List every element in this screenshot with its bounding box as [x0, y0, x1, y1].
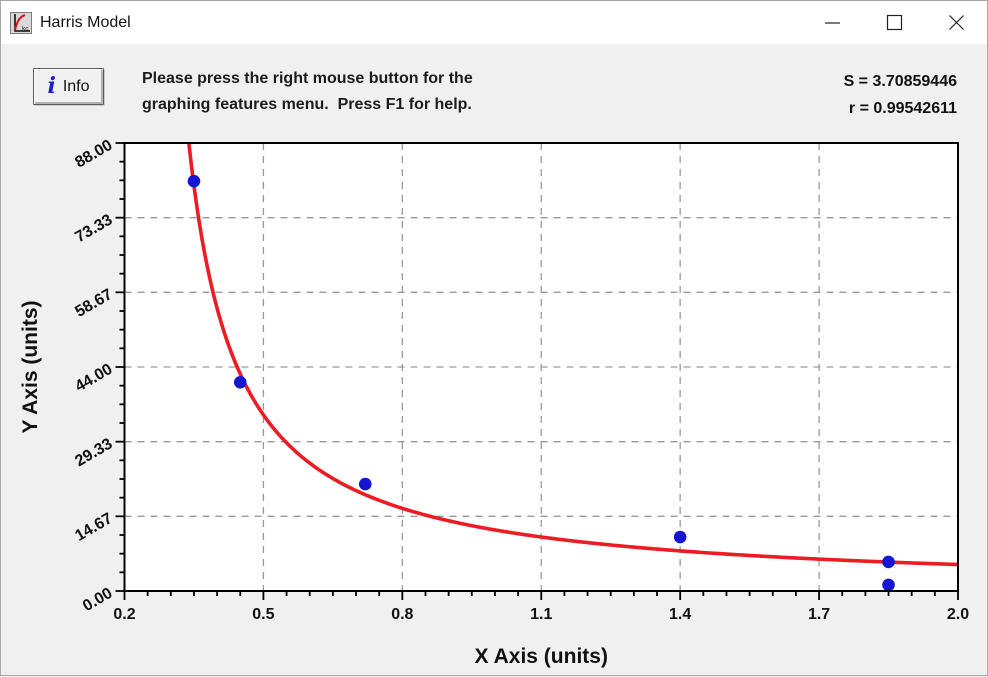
gridlines [124, 143, 958, 591]
data-point [673, 530, 687, 544]
window-title: Harris Model [40, 13, 131, 31]
x-tick-label: 0.2 [113, 606, 135, 623]
info-button[interactable]: i Info [33, 68, 104, 105]
client-area: 0.2 0.5 0.8 1.1 1.4 1.7 2.0 0.00 14.67 29.33 44.00… [1, 44, 987, 675]
info-icon: i [47, 72, 56, 99]
y-tick-label: 0.00 [80, 585, 116, 615]
data-point [187, 174, 201, 188]
minimize-icon [824, 22, 840, 24]
instructions-line2: graphing features menu. Press F1 for hel… [142, 96, 472, 113]
data-point [358, 477, 372, 491]
x-tick-label: 1.7 [808, 606, 830, 623]
y-tick-label: 29.33 [72, 435, 115, 470]
instructions-text: Please press the right mouse button for … [142, 66, 473, 118]
window-controls [801, 1, 987, 44]
x-tick-label: 0.5 [252, 606, 274, 623]
x-tick-label: 1.4 [669, 606, 691, 623]
info-button-label: Info [62, 77, 90, 95]
y-tick-label: 44.00 [72, 361, 115, 396]
maximize-button[interactable] [863, 1, 925, 44]
fit-statistics: S = 3.70859446 r = 0.99542611 [844, 68, 957, 122]
y-tick-label: 88.00 [72, 137, 115, 172]
data-point [882, 555, 895, 569]
x-tick-label: 2.0 [947, 606, 969, 623]
window-titlebar: kc Harris Model [1, 1, 987, 44]
instructions-line1: Please press the right mouse button for … [142, 70, 473, 87]
axis-ticks [115, 142, 959, 600]
y-axis-title: Y Axis (units) [19, 300, 42, 433]
close-button[interactable] [925, 1, 987, 44]
stat-standard-error: S = 3.70859446 [843, 73, 957, 90]
app-icon-text: kc [22, 25, 29, 32]
minimize-button[interactable] [801, 1, 863, 44]
x-tick-label: 1.1 [530, 606, 552, 623]
stat-correlation: r = 0.99542611 [848, 100, 957, 117]
x-tick-label: 0.8 [391, 606, 413, 623]
x-axis-title: X Axis (units) [475, 645, 608, 668]
close-icon [948, 15, 964, 30]
y-tick-label: 73.33 [72, 211, 115, 246]
data-points [187, 174, 895, 591]
data-point [233, 375, 247, 389]
data-point [882, 578, 895, 591]
y-tick-label: 58.67 [72, 286, 115, 321]
maximize-icon [886, 14, 902, 31]
app-icon: kc [10, 11, 32, 34]
y-tick-label: 14.67 [72, 510, 115, 545]
fit-curve [187, 143, 958, 567]
